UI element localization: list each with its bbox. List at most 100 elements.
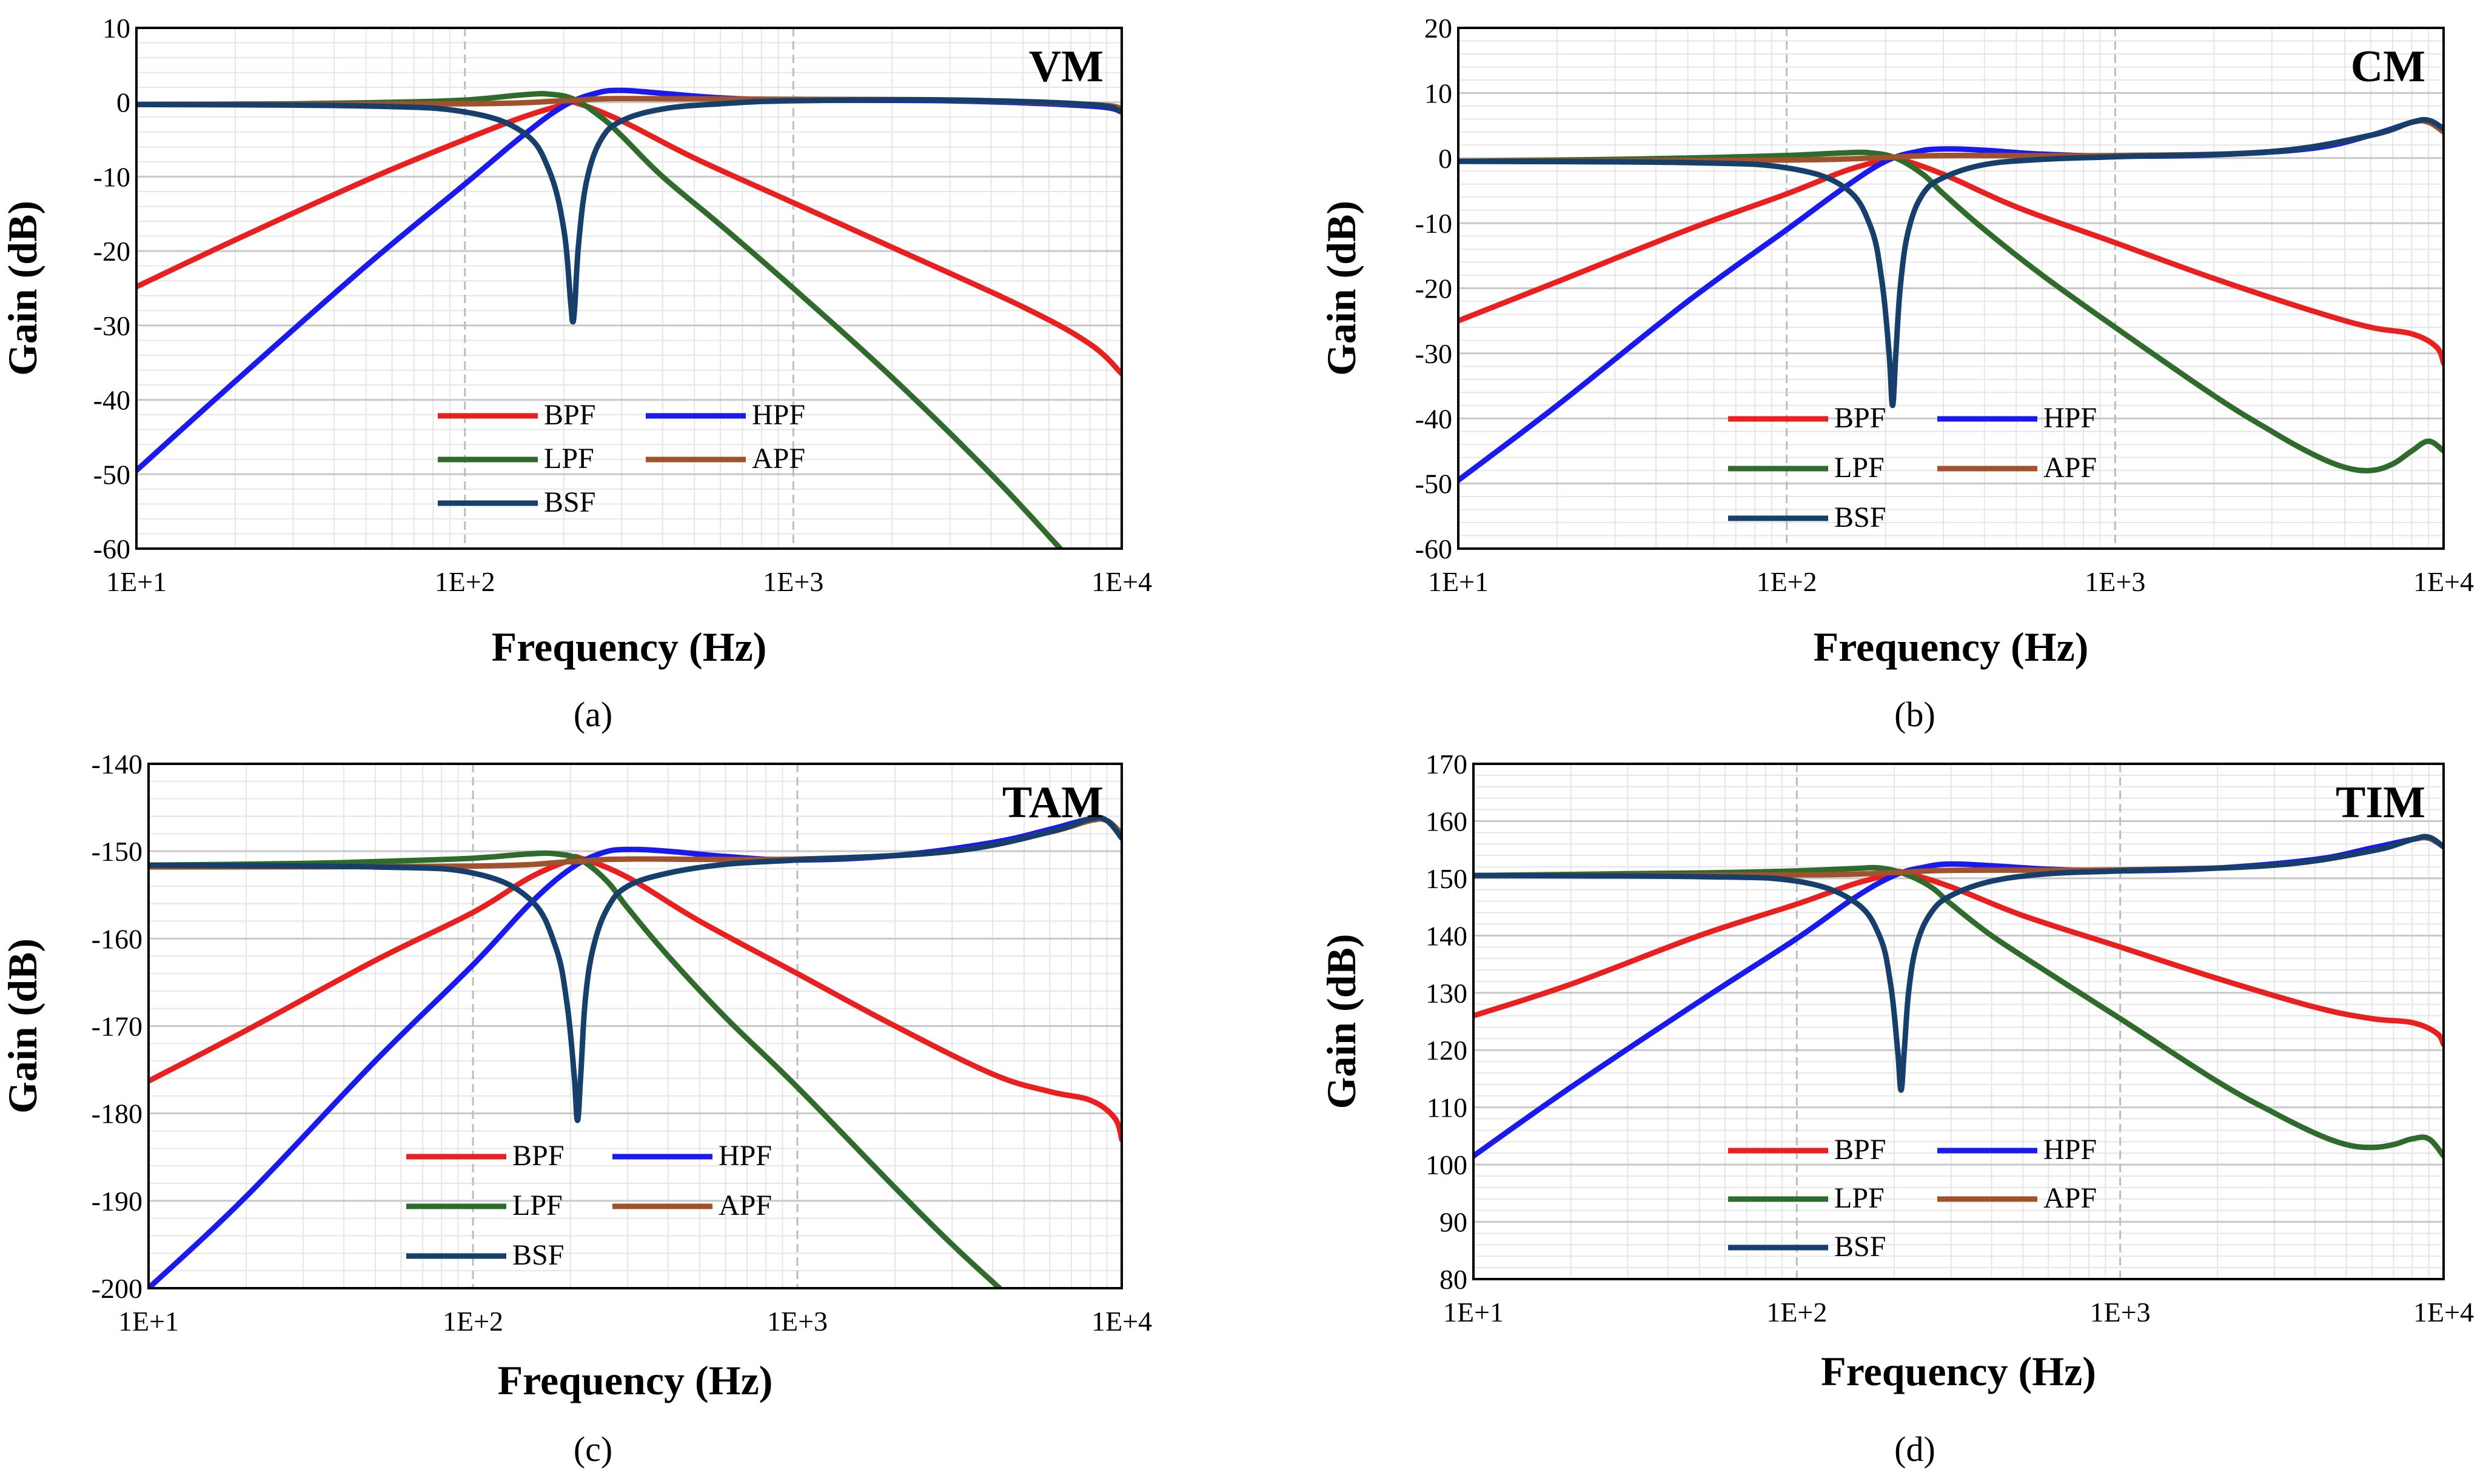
y-tick-label: -40 <box>93 385 130 416</box>
mode-label: TAM <box>1002 778 1104 827</box>
y-tick-label: 110 <box>1427 1092 1467 1123</box>
panel-caption: (a) <box>574 695 612 734</box>
legend-label-hpf: HPF <box>2043 402 2097 434</box>
legend-label-bpf: BPF <box>1834 1134 1886 1166</box>
series-group-a <box>136 87 1122 549</box>
series-line-hpf <box>149 815 1122 1288</box>
x-tick-label: 1E+4 <box>2413 566 2474 597</box>
y-tick-label: -10 <box>93 161 130 192</box>
legend-label-bsf: BSF <box>1834 1231 1886 1263</box>
x-tick-label: 1E+4 <box>1091 566 1152 597</box>
legend-label-apf: APF <box>752 443 805 475</box>
y-tick-label: -140 <box>92 749 142 780</box>
x-tick-label: 1E+3 <box>767 1306 828 1337</box>
y-tick-label: -180 <box>92 1098 142 1129</box>
series-line-bpf <box>1458 153 2444 366</box>
legend-label-apf: APF <box>2043 452 2097 484</box>
y-tick-label: 170 <box>1426 749 1467 780</box>
mode-label: VM <box>1029 42 1104 92</box>
series-line-bsf <box>136 97 1122 325</box>
mode-label: CM <box>2351 42 2425 92</box>
x-axis-title: Frequency (Hz) <box>1821 1348 2096 1394</box>
legend-label-hpf: HPF <box>752 399 805 431</box>
y-tick-label: -50 <box>93 459 130 490</box>
x-tick-label: 1E+1 <box>1428 566 1489 597</box>
legend-label-bpf: BPF <box>544 399 595 431</box>
series-line-lpf <box>1458 149 2444 473</box>
plot-frame <box>1472 763 2445 1280</box>
series-group-d <box>1473 834 2444 1159</box>
y-tick-label: -40 <box>1415 403 1452 434</box>
x-tick-label: 1E+1 <box>106 566 167 597</box>
y-tick-label: 140 <box>1426 920 1467 951</box>
y-tick-label: 0 <box>116 87 130 118</box>
legend: BPF HPF LPF APF BSF <box>1728 402 2097 533</box>
y-axis-title: Gain (dB) <box>0 201 45 376</box>
y-tick-label: -60 <box>93 533 130 564</box>
y-tick-label: 130 <box>1426 978 1467 1009</box>
y-tick-label: -10 <box>1415 208 1452 239</box>
series-line-bsf <box>149 815 1122 1123</box>
x-axis-title: Frequency (Hz) <box>492 624 767 670</box>
series-line-lpf <box>1473 864 2444 1159</box>
series-line-bsf <box>1473 834 2444 1093</box>
x-tick-label: 1E+2 <box>443 1306 503 1337</box>
x-axis-title: Frequency (Hz) <box>498 1357 773 1403</box>
y-tick-label: -190 <box>92 1186 142 1217</box>
legend-label-bpf: BPF <box>1834 402 1886 434</box>
y-tick-label: 150 <box>1426 863 1467 894</box>
y-axis-title: Gain (dB) <box>0 938 45 1114</box>
y-tick-label: 10 <box>1424 78 1452 109</box>
y-tick-label: -30 <box>93 310 130 341</box>
series-line-bpf <box>136 98 1122 377</box>
legend: BPF HPF LPF APF BSF <box>406 1140 772 1271</box>
legend: BPF HPF LPF APF BSF <box>1728 1134 2097 1263</box>
series-line-apf <box>1458 118 2444 164</box>
chart-panel-b: -60 -50 -40 -30 -20 -10 0 10 20 1E+1 1E+2 1E+3 1E+4 F… <box>1318 13 2474 734</box>
series-line-bsf <box>1458 116 2444 409</box>
series-line-bpf <box>149 854 1122 1143</box>
plot-frame <box>147 763 1123 1289</box>
panel-caption: (b) <box>1894 695 1935 734</box>
x-tick-label: 1E+2 <box>1757 566 1817 597</box>
legend-label-bsf: BSF <box>1834 501 1886 533</box>
legend-label-lpf: LPF <box>544 443 594 475</box>
series-group-b <box>1458 116 2444 483</box>
y-axis-title: Gain (dB) <box>1318 934 1364 1109</box>
panel-caption: (d) <box>1894 1429 1935 1469</box>
legend-label-lpf: LPF <box>1834 1182 1885 1214</box>
y-tick-label: 0 <box>1438 143 1452 174</box>
y-tick-label: 20 <box>1424 13 1452 44</box>
grid-c <box>147 763 1123 1289</box>
legend-label-hpf: HPF <box>719 1140 772 1172</box>
panel-caption: (c) <box>574 1429 612 1469</box>
y-tick-label: 90 <box>1439 1207 1467 1238</box>
legend-label-bpf: BPF <box>512 1140 564 1172</box>
y-tick-label: -160 <box>92 923 142 954</box>
legend-label-bsf: BSF <box>544 486 595 518</box>
y-tick-label: -60 <box>1415 533 1452 564</box>
y-tick-label: -20 <box>1415 273 1452 304</box>
series-group-c <box>149 815 1122 1288</box>
legend-label-hpf: HPF <box>2043 1134 2097 1166</box>
legend-label-lpf: LPF <box>1834 452 1885 484</box>
x-axis-title: Frequency (Hz) <box>1814 624 2089 670</box>
chart-panel-d: 80 90 100 110 120 130 140 150 160 170 1E+1 1E+2 1E+3… <box>1318 749 2474 1469</box>
x-tick-label: 1E+2 <box>435 566 495 597</box>
x-tick-label: 1E+1 <box>1443 1297 1504 1328</box>
chart-panel-a: -60 -50 -40 -30 -20 -10 0 10 1E+1 1E+2 1E+3 1E+4 Fre… <box>0 13 1152 734</box>
y-tick-label: 120 <box>1426 1035 1467 1066</box>
x-tick-label: 1E+4 <box>1091 1306 1152 1337</box>
x-tick-label: 1E+3 <box>2090 1297 2151 1328</box>
y-tick-label: -50 <box>1415 469 1452 500</box>
plot-frame <box>135 27 1123 550</box>
legend-label-bsf: BSF <box>512 1239 564 1271</box>
legend-label-lpf: LPF <box>512 1189 563 1222</box>
mode-label: TIM <box>2336 778 2425 827</box>
y-tick-label: -170 <box>92 1011 142 1042</box>
y-tick-label: 80 <box>1439 1264 1467 1295</box>
legend-label-apf: APF <box>719 1189 772 1222</box>
series-line-bpf <box>1473 868 2444 1048</box>
y-axis-title: Gain (dB) <box>1318 201 1364 376</box>
